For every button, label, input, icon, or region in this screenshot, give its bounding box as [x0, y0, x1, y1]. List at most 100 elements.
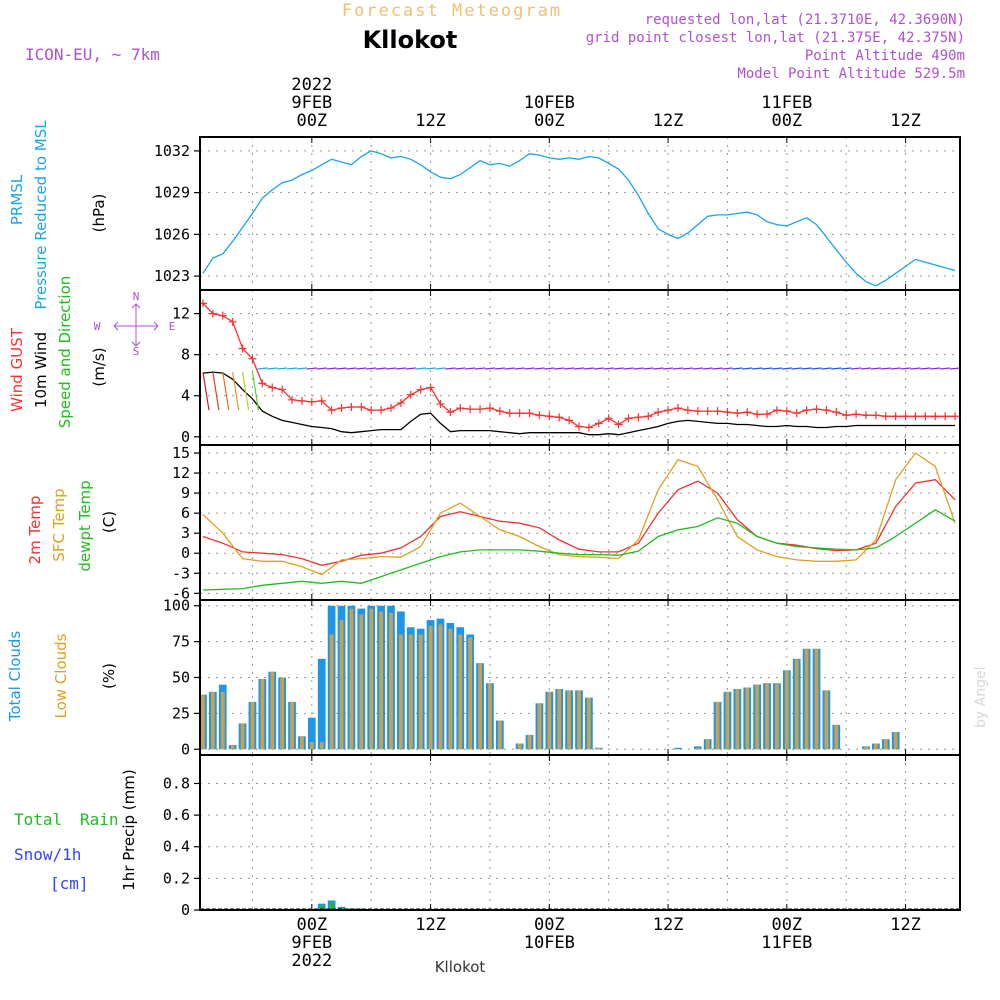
series-line-10m-wind [202, 371, 956, 436]
gust-marker [723, 408, 732, 417]
gust-marker [703, 407, 712, 416]
gust-marker [495, 407, 504, 416]
gust-marker [664, 406, 673, 415]
rain-bar [319, 905, 324, 910]
bottom-time-label: 12Z [653, 915, 684, 935]
wind-direction-arrow [415, 367, 426, 370]
bottom-time-label: 00Z [534, 915, 565, 935]
gust-marker [743, 408, 752, 417]
wind-direction-arrow [534, 367, 545, 370]
wind-direction-arrow [257, 367, 268, 370]
gust-marker [248, 354, 257, 363]
wind-direction-arrow [306, 367, 317, 370]
gust-marker [911, 412, 920, 421]
low-cloud-bar [567, 690, 572, 750]
bottom-time-label: 12Z [415, 915, 446, 935]
wind-direction-arrow [296, 367, 307, 370]
gust-marker [515, 409, 524, 418]
wind-direction-arrow [771, 367, 782, 370]
y-tick-label: 0.4 [163, 838, 190, 856]
series-line-prmsl [202, 150, 956, 287]
low-cloud-bar [359, 614, 364, 750]
model-altitude: Model Point Altitude 529.5m [737, 66, 965, 82]
total-cloud-bar [674, 747, 682, 750]
bottom-time-label: 2022 [291, 951, 332, 971]
wind-direction-arrow [554, 367, 565, 370]
top-time-label: 12Z [653, 111, 684, 131]
low-cloud-bar [280, 677, 285, 750]
gust-marker [792, 409, 801, 418]
panel-precipitation: 0 0.2 0.4 0.6 0.8 [163, 754, 961, 919]
gust-marker [624, 414, 633, 423]
panel-clouds: 0 25 50 75 100 [163, 597, 961, 758]
precip-ylabel: 1hr Precip (mm) [120, 769, 138, 890]
low-cloud-bar [488, 683, 492, 750]
wind-direction-arrow [653, 367, 664, 370]
compass-e: E [169, 320, 176, 333]
wind-direction-arrow [949, 367, 961, 370]
wind-direction-arrow [742, 367, 753, 370]
y-tick-label: 1029 [154, 184, 190, 202]
low-cloud-bar [814, 648, 819, 750]
bottom-time-label: 12Z [890, 915, 921, 935]
gust-marker [802, 406, 811, 415]
precip-snow-label: Snow/1h [14, 845, 81, 864]
gust-marker [367, 406, 376, 415]
low-cloud-bar [389, 612, 393, 750]
wind-direction-arrow [212, 372, 220, 411]
low-cloud-bar [527, 734, 532, 750]
series-line-dewpt-temp [202, 509, 956, 591]
wind-direction-arrow [801, 367, 812, 370]
panel-frame [199, 444, 961, 601]
low-cloud-bar [864, 746, 868, 750]
gust-marker [782, 407, 791, 416]
gust-marker [594, 419, 603, 428]
low-cloud-bar [448, 628, 453, 750]
gust-marker [426, 383, 435, 392]
gust-marker [377, 406, 386, 415]
wind-direction-arrow [241, 372, 250, 411]
wind-direction-arrow [633, 367, 644, 370]
total-cloud-bar [307, 717, 316, 750]
y-tick-label: 50 [172, 669, 190, 687]
panel-pressure: 1023 1026 1029 1032 [154, 136, 961, 291]
gust-marker [505, 409, 514, 418]
low-cloud-bar [893, 732, 898, 750]
wind-direction-arrow [643, 367, 654, 370]
wind-direction-arrow [405, 367, 416, 370]
gust-marker [268, 383, 277, 392]
low-cloud-bar [745, 687, 750, 750]
series-line-2m-temp [202, 479, 956, 566]
wind-direction-arrow [514, 367, 525, 370]
gust-marker [485, 404, 494, 413]
low-cloud-bar [774, 683, 779, 750]
wind-direction-arrow [841, 367, 852, 370]
gust-marker [921, 412, 930, 421]
wind-direction-arrow [435, 367, 446, 370]
wind-direction-arrow [484, 367, 496, 370]
wind-direction-arrow [494, 367, 505, 370]
wind-direction-arrow [890, 367, 901, 370]
gust-marker [327, 406, 336, 415]
low-cloud-bar [319, 742, 324, 750]
low-cloud-bar [557, 688, 562, 750]
gust-marker [941, 412, 950, 421]
gust-marker [693, 407, 702, 416]
temp-ylabel: (C) [100, 511, 118, 533]
top-time-label: 00Z [771, 111, 802, 131]
wind-direction-arrow [880, 367, 891, 370]
gust-marker [218, 311, 227, 320]
gust-marker [357, 403, 366, 412]
low-cloud-bar [408, 634, 413, 750]
gust-marker [297, 396, 306, 405]
low-cloud-bar [349, 608, 354, 750]
wind-direction-arrow [277, 367, 288, 370]
wind-direction-arrow [593, 367, 604, 370]
wind-direction-arrow [930, 367, 941, 370]
wind-direction-arrow [445, 367, 456, 370]
wind-direction-arrow [702, 367, 713, 370]
wind-direction-arrow [722, 367, 733, 370]
top-time-label: 00Z [534, 111, 565, 131]
